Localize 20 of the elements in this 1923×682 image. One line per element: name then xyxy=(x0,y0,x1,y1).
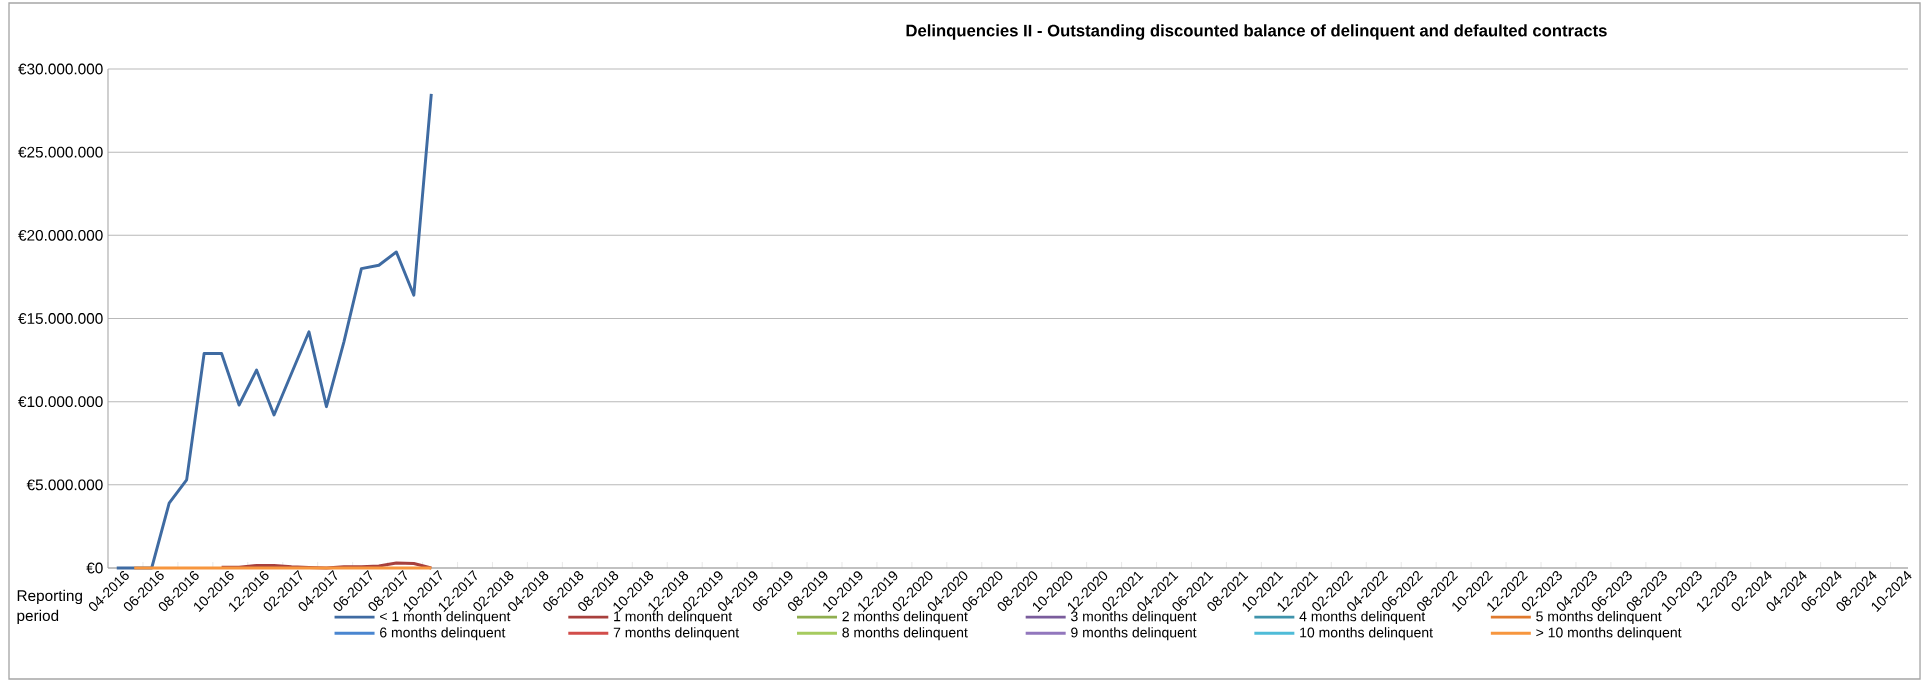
legend-label: 5 months delinquent xyxy=(1536,611,1662,625)
legend-label: 9 months delinquent xyxy=(1071,627,1197,641)
legend-label: 2 months delinquent xyxy=(842,611,968,625)
legend-label: 1 month delinquent xyxy=(614,611,733,625)
y-tick-label: €25.000.000 xyxy=(18,146,103,158)
legend-label: 10 months delinquent xyxy=(1300,627,1433,641)
y-tick-label: €15.000.000 xyxy=(18,313,103,324)
legend-label: > 10 months delinquent xyxy=(1536,627,1682,641)
x-axis-title: Reporting period xyxy=(17,589,82,625)
legend-label: 4 months delinquent xyxy=(1299,611,1426,625)
legend-label: 7 months delinquent xyxy=(613,627,740,641)
y-tick-label: €30.000.000 xyxy=(18,63,103,75)
legend-label: 6 months delinquent xyxy=(380,627,506,641)
chart-title: Delinquencies II - Outstanding discounted balance of delinquent and defaulted contracts xyxy=(906,24,1607,40)
legend-label: 8 months delinquent xyxy=(842,627,968,641)
legend-label: 3 months delinquent xyxy=(1071,611,1197,625)
legend-label: < 1 month delinquent xyxy=(380,611,511,625)
y-tick-label: €20.000.000 xyxy=(18,229,103,241)
y-tick-label: €5.000.000 xyxy=(26,479,103,491)
y-tick-label: €10.000.000 xyxy=(18,396,103,408)
